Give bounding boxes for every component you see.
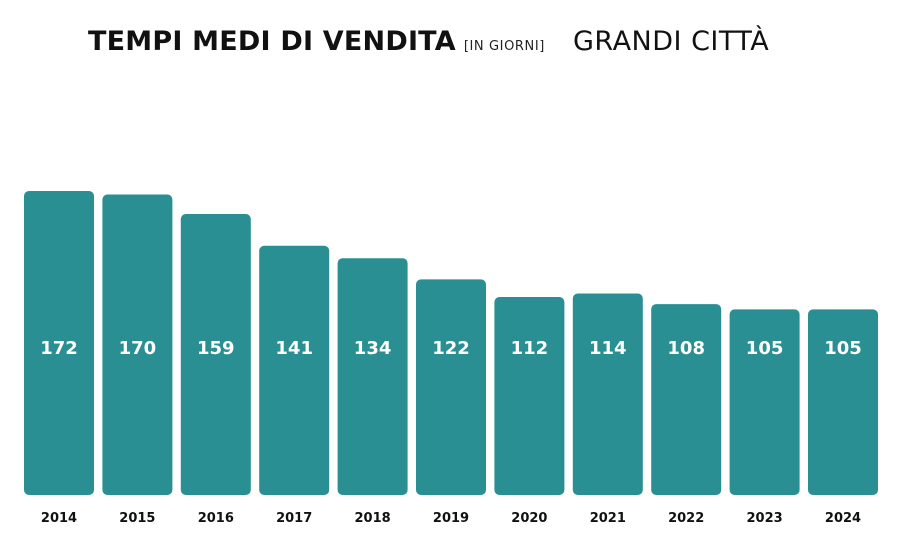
chart-unit-label: [IN GIORNI] xyxy=(463,39,545,54)
x-tick-label-2020: 2020 xyxy=(511,511,547,526)
bar-2017 xyxy=(259,245,330,495)
chart-title: TEMPI MEDI DI VENDITA xyxy=(88,26,456,57)
chart-header: TEMPI MEDI DI VENDITA [IN GIORNI] GRANDI… xyxy=(88,26,769,66)
value-label-2016: 159 xyxy=(197,338,235,359)
value-label-2021: 114 xyxy=(589,338,627,359)
chart-subtitle: GRANDI CITTÀ xyxy=(572,26,770,57)
x-axis-ticks: 2014 2015 2016 2017 2018 2019 2020 2021 2022 2023… xyxy=(41,511,861,526)
x-tick-label-2019: 2019 xyxy=(433,511,469,526)
x-tick-label-2016: 2016 xyxy=(198,511,234,526)
x-tick-label-2024: 2024 xyxy=(825,511,861,526)
x-tick-label-2022: 2022 xyxy=(668,511,704,526)
value-label-2023: 105 xyxy=(746,338,784,359)
bar-2019 xyxy=(416,279,486,495)
value-labels-group: 172 170 159 141 134 122 112 114 108 105 105 xyxy=(40,338,862,359)
bars-group xyxy=(24,191,878,495)
bar-2021 xyxy=(572,293,643,495)
value-label-2024: 105 xyxy=(824,338,862,359)
value-label-2022: 108 xyxy=(667,338,705,359)
bar-2018 xyxy=(337,258,408,495)
x-tick-label-2018: 2018 xyxy=(355,511,391,526)
x-tick-label-2014: 2014 xyxy=(41,511,77,526)
value-label-2017: 141 xyxy=(275,338,313,359)
bar-2024 xyxy=(808,309,878,495)
x-tick-label-2023: 2023 xyxy=(747,511,783,526)
x-tick-label-2017: 2017 xyxy=(276,511,312,526)
x-tick-label-2021: 2021 xyxy=(590,511,626,526)
value-label-2014: 172 xyxy=(40,338,78,359)
bar-2016 xyxy=(180,214,251,495)
value-label-2020: 112 xyxy=(511,338,549,359)
bar-2023 xyxy=(729,309,800,495)
value-label-2018: 134 xyxy=(354,338,392,359)
bar-2015 xyxy=(102,194,173,495)
bar-2022 xyxy=(651,304,722,495)
bar-2014 xyxy=(24,191,94,495)
bar-2020 xyxy=(494,297,565,495)
x-tick-label-2015: 2015 xyxy=(119,511,155,526)
value-label-2015: 170 xyxy=(119,338,157,359)
value-label-2019: 122 xyxy=(432,338,470,359)
